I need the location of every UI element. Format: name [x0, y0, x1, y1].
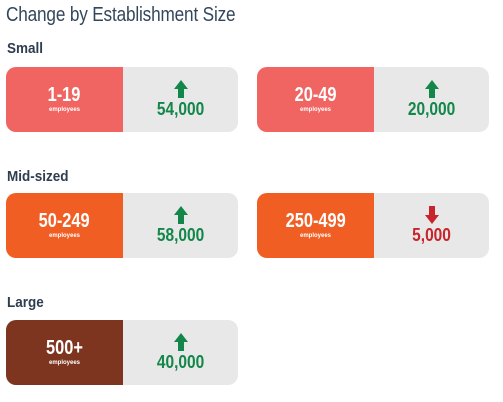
change-value: 5,000: [412, 225, 451, 245]
size-range-block: 20-49 employees: [257, 67, 374, 132]
change-value: 40,000: [156, 352, 205, 372]
change-value: 58,000: [156, 225, 205, 245]
size-card-250-499: 250-499 employees 5,000: [257, 193, 489, 258]
size-unit-label: employees: [299, 233, 332, 239]
size-range-block: 250-499 employees: [257, 193, 374, 258]
size-card-20-49: 20-49 employees 20,000: [257, 67, 489, 132]
size-range-block: 1-19 employees: [6, 67, 123, 132]
size-range-label: 500+: [46, 337, 83, 359]
size-range-block: 500+ employees: [6, 320, 123, 385]
page-title: Change by Establishment Size: [6, 4, 236, 26]
up-arrow-icon: [173, 333, 188, 351]
up-arrow-icon: [173, 80, 188, 98]
section-label-mid-sized: Mid-sized: [7, 168, 69, 185]
change-block: 5,000: [374, 193, 489, 258]
change-value: 54,000: [156, 99, 205, 119]
section-label-small: Small: [7, 40, 44, 57]
size-unit-label: employees: [299, 107, 332, 113]
size-range-label: 50-249: [38, 210, 91, 232]
change-block: 54,000: [123, 67, 238, 132]
up-arrow-icon: [424, 80, 439, 98]
size-unit-label: employees: [48, 107, 81, 113]
size-range-label: 250-499: [285, 210, 346, 232]
size-card-1-19: 1-19 employees 54,000: [6, 67, 238, 132]
section-label-large: Large: [7, 294, 44, 311]
size-range-block: 50-249 employees: [6, 193, 123, 258]
change-block: 40,000: [123, 320, 238, 385]
size-unit-label: employees: [48, 233, 81, 239]
change-block: 58,000: [123, 193, 238, 258]
change-block: 20,000: [374, 67, 489, 132]
up-arrow-icon: [173, 206, 188, 224]
down-arrow-icon: [424, 206, 439, 224]
size-range-label: 20-49: [294, 84, 337, 106]
size-card-50-249: 50-249 employees 58,000: [6, 193, 238, 258]
change-value: 20,000: [407, 99, 456, 119]
size-range-label: 1-19: [48, 84, 81, 106]
size-card-500-plus: 500+ employees 40,000: [6, 320, 238, 385]
size-unit-label: employees: [48, 360, 81, 366]
